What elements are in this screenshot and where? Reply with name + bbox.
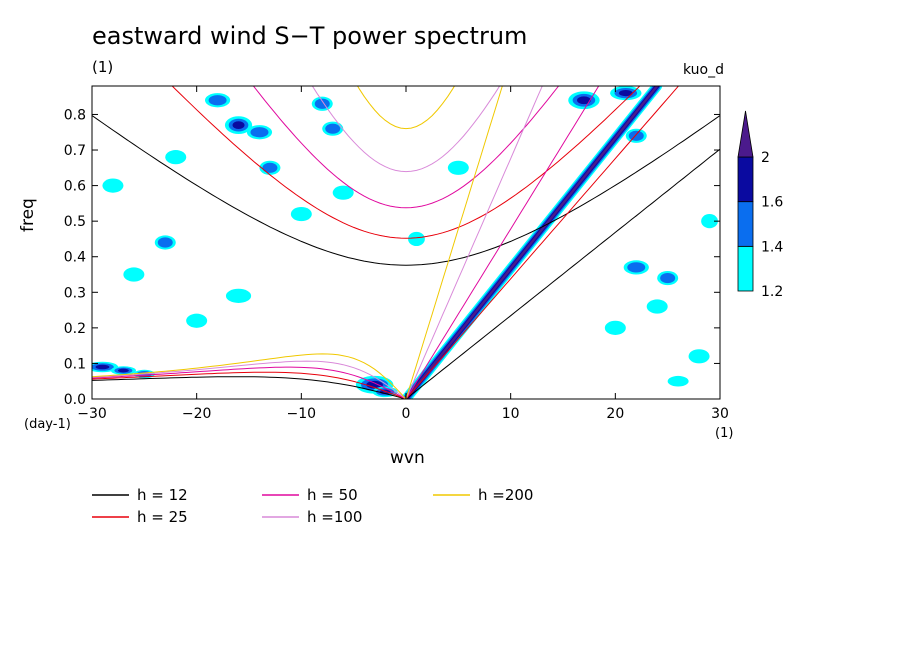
rossby-curve-h25 <box>92 371 407 399</box>
kelvin-curve-h100 <box>405 86 543 399</box>
contour-blob-23-level-2 <box>628 130 644 141</box>
axes-layer: −30 −20 −10 0 10 20 30 0.0 0.1 0.2 0.3 0.4 0.5 0.6 0.7… <box>64 86 729 422</box>
legend-label-h200: h =200 <box>478 486 533 504</box>
y-tick-label-4: 0.4 <box>64 250 86 266</box>
contour-fill-layer <box>92 86 718 399</box>
contour-blob-24-level-2 <box>660 272 676 284</box>
inertio-gravity-curve-h12 <box>92 115 720 266</box>
kelvin-curve-h25 <box>405 86 680 399</box>
kelvin-curve-h200 <box>405 86 503 399</box>
kelvin-curve-h12 <box>405 148 720 399</box>
y-tick-label-7: 0.7 <box>64 143 86 159</box>
colorbar-extend-triangle <box>737 110 754 158</box>
contour-blob-20-level-1 <box>165 150 187 165</box>
contour-blob-21-level-3 <box>577 96 591 105</box>
y-tick-label-0: 0.0 <box>64 392 86 408</box>
y-tick-label-2: 0.2 <box>64 321 86 337</box>
contour-blob-0-level-3 <box>95 364 110 370</box>
contour-blob-17-level-1 <box>447 160 469 175</box>
x-tick-label-2: −10 <box>287 406 317 422</box>
x-tick-label-0: −30 <box>77 406 107 422</box>
legend-label-h25: h = 25 <box>137 508 188 526</box>
inertio-gravity-curve-h25 <box>171 86 641 239</box>
colorbar-label-1: 1.4 <box>761 239 783 255</box>
x-tick-label-3: 0 <box>402 406 411 422</box>
contour-blob-7-level-2 <box>262 162 278 173</box>
contour-blob-9-level-2 <box>325 123 341 134</box>
contour-blob-3-level-2 <box>157 237 173 248</box>
x-axis-label: wvn <box>390 448 425 468</box>
legend-label-h12: h = 12 <box>137 486 188 504</box>
contour-blob-15-level-1 <box>290 206 312 222</box>
contour-blob-25-level-2 <box>627 262 646 273</box>
x-tick-label-1: −20 <box>182 406 212 422</box>
inertio-gravity-curve-h100 <box>311 86 501 173</box>
colorbar-label-3: 2 <box>761 150 770 166</box>
contour-blob-6-level-2 <box>250 127 269 138</box>
contour-blob-30-level-1 <box>701 214 718 229</box>
rossby-curve-h200 <box>92 353 407 399</box>
units-label: (1) <box>92 58 114 76</box>
contour-blob-27-level-1 <box>688 349 710 364</box>
legend-label-h100: h =100 <box>307 508 362 526</box>
contour-blob-14-level-1 <box>123 267 145 282</box>
y-tick-label-1: 0.1 <box>64 356 86 372</box>
legend-label-h50: h = 50 <box>307 486 358 504</box>
x-tick-label-5: 20 <box>606 406 624 422</box>
dispersion-curve-layer <box>92 86 720 399</box>
colorbar-segment-0 <box>737 245 754 292</box>
y-tick-label-5: 0.5 <box>64 214 86 230</box>
colorbar-label-0: 1.2 <box>761 284 783 300</box>
rossby-curve-h100 <box>92 360 407 399</box>
y-axis-units: (day-1) <box>24 417 71 432</box>
colorbar: 1.2 1.4 1.6 2 <box>737 110 783 300</box>
legend: h = 12 h = 25 h = 50 h =100 h =200 <box>92 486 533 526</box>
inertio-gravity-curve-h50 <box>252 86 560 209</box>
chart-title: eastward wind S−T power spectrum <box>92 22 528 50</box>
colorbar-segment-1 <box>737 201 754 247</box>
x-axis-units: (1) <box>715 426 734 441</box>
colorbar-label-2: 1.6 <box>761 195 783 211</box>
x-tick-label-4: 10 <box>502 406 520 422</box>
rossby-curve-h12 <box>92 376 407 399</box>
dataset-label: kuo_d <box>682 62 724 78</box>
contour-blob-4-level-2 <box>208 95 227 106</box>
inertio-gravity-curve-h200 <box>356 86 456 130</box>
contour-blob-8-level-2 <box>314 98 330 109</box>
y-tick-label-8: 0.8 <box>64 107 86 123</box>
contour-blob-16-level-1 <box>332 185 354 200</box>
contour-blob-13-level-1 <box>225 288 252 303</box>
contour-blob-1-level-3 <box>117 368 129 373</box>
y-tick-label-6: 0.6 <box>64 179 86 195</box>
contour-blob-5-level-3 <box>232 121 245 130</box>
y-tick-label-3: 0.3 <box>64 285 86 301</box>
contour-blob-18-level-1 <box>408 231 425 247</box>
contour-blob-12-level-1 <box>186 313 208 328</box>
kelvin-ridge-level-4 <box>404 86 659 399</box>
contour-blob-28-level-1 <box>604 320 626 335</box>
colorbar-segment-2 <box>737 156 754 203</box>
contour-blob-29-level-1 <box>646 299 668 314</box>
x-tick-label-6: 30 <box>711 406 729 422</box>
rossby-curve-h50 <box>92 366 407 399</box>
contour-blob-19-level-1 <box>102 178 124 193</box>
contour-blob-22-level-3 <box>618 90 633 97</box>
contour-blob-26-level-1 <box>667 375 689 387</box>
kelvin-curve-h50 <box>405 86 600 399</box>
